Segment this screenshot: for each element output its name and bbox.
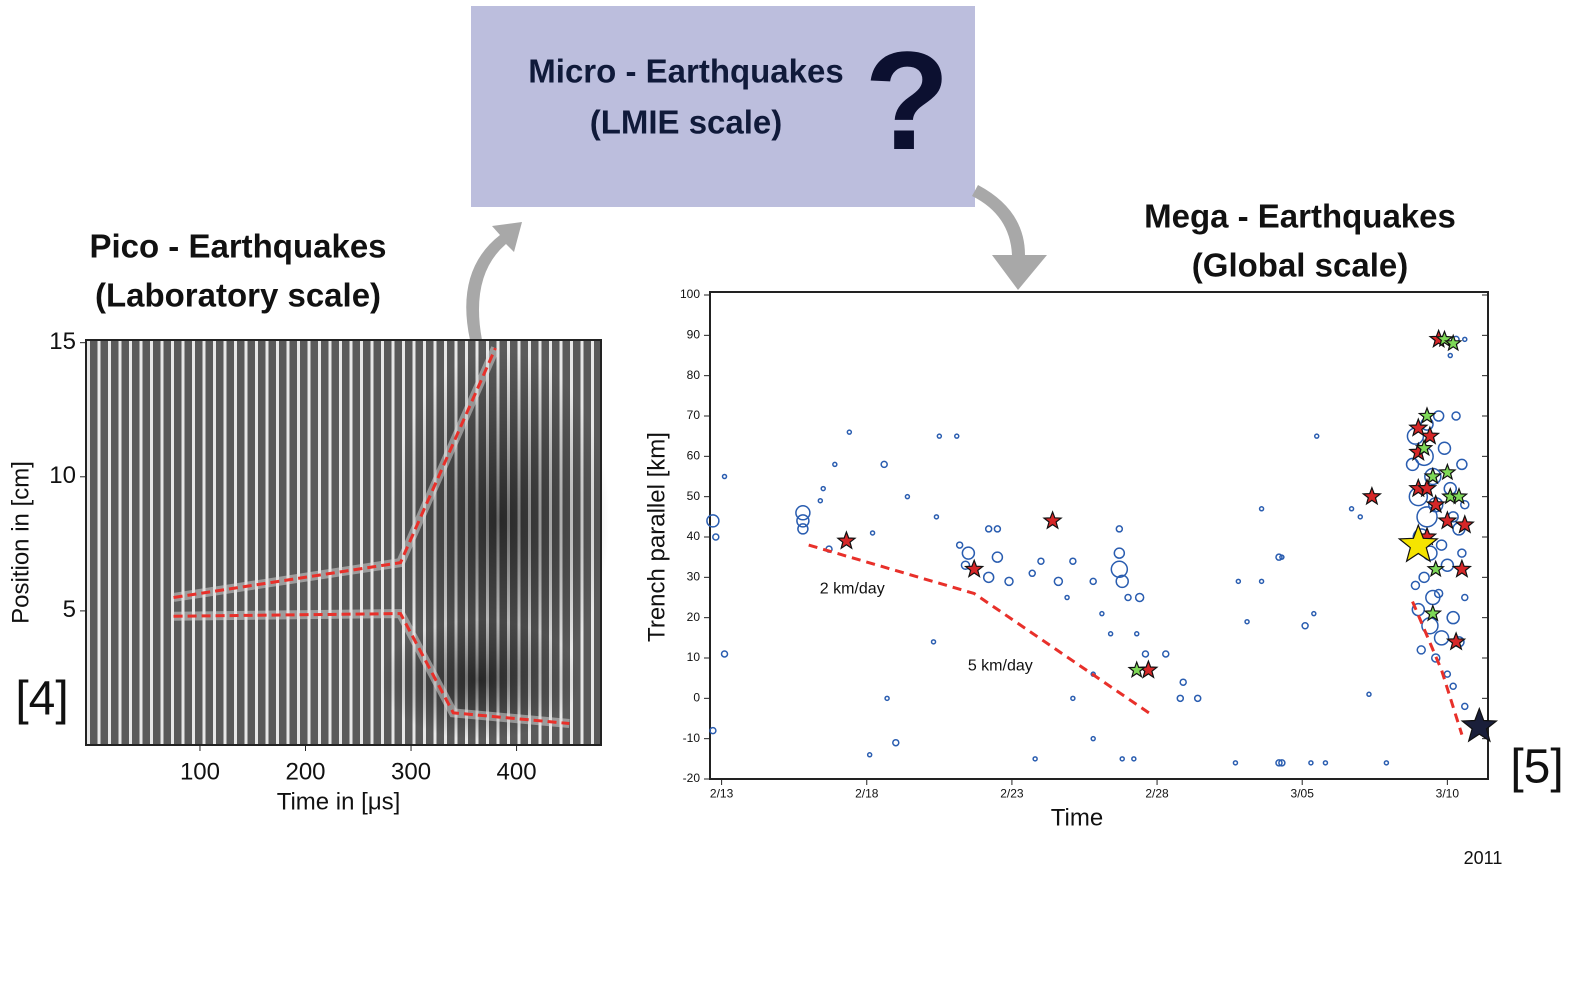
y-tick-label: -10 [683, 731, 701, 745]
y-tick-label: 20 [687, 610, 701, 624]
page: Micro - Earthquakes (LMIE scale) ? Pico … [0, 0, 1578, 983]
mega-subtitle: (Global scale) [1192, 247, 1408, 284]
y-tick-label: 80 [687, 368, 701, 382]
x-tick-label: 100 [180, 759, 220, 786]
x-axis-label: Time in [μs] [277, 788, 401, 815]
y-tick-label: 90 [687, 328, 701, 342]
citation: [5] [1510, 741, 1563, 794]
mega-title: Mega - Earthquakes [1144, 198, 1456, 235]
citation: [4] [15, 673, 68, 726]
year-label: 2011 [1464, 848, 1503, 868]
x-tick-label: 3/10 [1436, 786, 1460, 800]
pico-title: Pico - Earthquakes [89, 228, 386, 265]
x-tick-label: 2/13 [710, 786, 734, 800]
question-mark: ? [864, 22, 950, 179]
x-tick-label: 2/23 [1000, 786, 1024, 800]
y-tick-label: 5 [63, 596, 76, 623]
annotation: 5 km/day [968, 657, 1033, 674]
arrow [466, 222, 522, 340]
y-tick-label: 10 [49, 462, 76, 489]
arrow [972, 185, 1047, 290]
x-tick-label: 200 [285, 759, 325, 786]
annotation: 2 km/day [820, 581, 885, 598]
y-tick-label: 10 [687, 650, 701, 664]
y-axis-label: Position in [cm] [7, 461, 34, 624]
x-tick-label: 2/18 [855, 786, 879, 800]
y-tick-label: 40 [687, 529, 701, 543]
y-tick-label: 15 [49, 328, 76, 355]
y-tick-label: -20 [683, 771, 701, 785]
x-axis-label: Time [1051, 804, 1103, 831]
x-tick-label: 3/05 [1291, 786, 1315, 800]
y-tick-label: 70 [687, 408, 701, 422]
y-axis-label: Trench parallel [km] [643, 432, 670, 642]
y-tick-label: 50 [687, 489, 701, 503]
x-tick-label: 300 [391, 759, 431, 786]
y-tick-label: 0 [693, 691, 700, 705]
micro-title: Micro - Earthquakes [528, 53, 843, 90]
y-tick-label: 60 [687, 449, 701, 463]
pico-subtitle: (Laboratory scale) [95, 277, 381, 314]
micro-subtitle: (LMIE scale) [590, 104, 783, 141]
x-tick-label: 2/28 [1145, 786, 1169, 800]
x-tick-label: 400 [497, 759, 537, 786]
y-tick-label: 100 [680, 287, 700, 301]
plot-frame [710, 292, 1488, 779]
y-tick-label: 30 [687, 570, 701, 584]
